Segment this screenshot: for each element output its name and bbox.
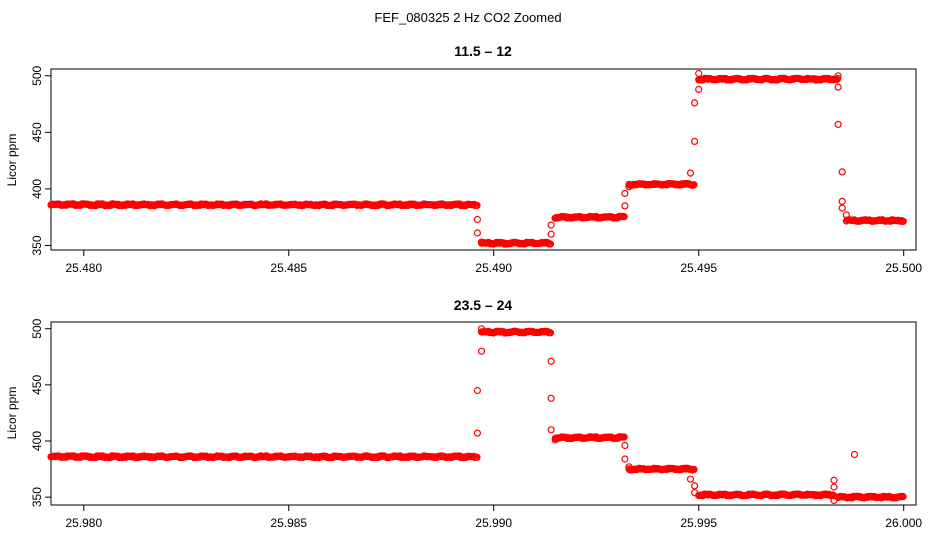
transition-point xyxy=(547,230,555,238)
transition-point xyxy=(834,120,842,129)
panel-2-ytick-label: 450 xyxy=(30,375,44,395)
panel-1-series xyxy=(47,69,907,248)
transition-point xyxy=(695,85,703,94)
panel-1-xtick-label: 25.480 xyxy=(65,261,102,275)
panel-1-xtick-label: 25.485 xyxy=(270,261,307,275)
panel-2-y-axis: 350 400 450 500 xyxy=(30,318,51,507)
panel-1-ytick-label: 450 xyxy=(30,122,44,142)
transition-point xyxy=(477,347,486,355)
transition-point xyxy=(473,215,481,224)
panel-1: 11.5 – 12 Licor ppm 25.480 25.485 25.490 25… xyxy=(5,43,922,275)
panel-2-xtick-label: 25.985 xyxy=(270,516,307,530)
transition-point xyxy=(473,386,481,395)
transition-point xyxy=(621,202,629,210)
panel-2-ytick-label: 400 xyxy=(30,431,44,451)
transition-point xyxy=(690,482,699,490)
panel-2: 23.5 – 24 Licor ppm 25.980 25.985 25.990 25… xyxy=(5,297,922,530)
panel-1-xtick-label: 25.500 xyxy=(885,261,922,275)
panel-2-plot-frame xyxy=(50,321,917,506)
transition-point xyxy=(625,183,633,191)
panel-1-ytick-label: 350 xyxy=(30,235,44,255)
panel-1-xtick-label: 25.490 xyxy=(475,261,512,275)
transition-point xyxy=(551,214,559,222)
transition-point xyxy=(838,197,846,205)
transition-point xyxy=(547,394,555,402)
data-point xyxy=(620,433,628,441)
transition-point xyxy=(830,483,838,491)
panel-2-x-axis: 25.980 25.985 25.990 25.995 26.000 xyxy=(65,505,922,530)
transition-point xyxy=(690,489,699,497)
panel-1-ytick-label: 500 xyxy=(30,65,44,85)
transition-point xyxy=(625,463,633,471)
panel-1-xtick-label: 25.495 xyxy=(680,261,717,275)
panel-2-xtick-label: 25.980 xyxy=(65,516,102,530)
panel-1-ylabel: Licor ppm xyxy=(5,134,19,187)
transition-point xyxy=(838,204,846,212)
panel-1-ytick-label: 400 xyxy=(30,179,44,199)
transition-point xyxy=(695,69,703,78)
panel-2-series xyxy=(47,325,907,505)
transition-point xyxy=(473,229,481,237)
transition-point xyxy=(621,455,629,463)
transition-point xyxy=(547,426,555,434)
panel-2-xtick-label: 25.995 xyxy=(680,516,717,530)
transition-point xyxy=(477,238,486,246)
figure-suptitle: FEF_080325 2 Hz CO2 Zoomed xyxy=(374,10,561,25)
data-point xyxy=(833,75,841,84)
transition-point xyxy=(830,496,838,505)
panel-1-y-axis: 350 400 450 500 xyxy=(30,65,51,255)
transition-point xyxy=(551,436,559,444)
transition-point xyxy=(686,475,695,483)
data-point xyxy=(690,181,698,189)
data-point xyxy=(546,329,555,337)
data-point xyxy=(899,217,907,225)
transition-point xyxy=(473,429,481,437)
transition-point xyxy=(547,357,555,365)
data-point xyxy=(473,201,481,209)
transition-point xyxy=(838,168,846,176)
data-point xyxy=(620,213,628,221)
transition-point xyxy=(477,325,486,333)
panel-2-xtick-label: 26.000 xyxy=(885,516,922,530)
transition-point xyxy=(690,137,699,145)
data-point xyxy=(473,453,481,461)
data-point xyxy=(834,74,842,83)
panel-2-ytick-label: 350 xyxy=(30,487,44,507)
panel-2-ylabel: Licor ppm xyxy=(5,387,19,440)
transition-point xyxy=(621,441,629,450)
panel-2-xtick-label: 25.990 xyxy=(475,516,512,530)
data-point xyxy=(690,465,698,473)
transition-point xyxy=(834,72,842,80)
panel-2-ytick-label: 500 xyxy=(30,318,44,338)
transition-point xyxy=(621,189,629,197)
panel-1-title: 11.5 – 12 xyxy=(454,43,512,59)
transition-point xyxy=(686,169,695,177)
data-point xyxy=(899,493,907,501)
transition-point xyxy=(842,211,850,219)
transition-point xyxy=(830,476,838,484)
transition-point xyxy=(850,450,859,459)
transition-point xyxy=(690,99,699,107)
panel-2-title: 23.5 – 24 xyxy=(454,297,513,313)
transition-point xyxy=(547,221,555,229)
panel-1-plot-frame xyxy=(50,68,917,251)
panel-1-x-axis: 25.480 25.485 25.490 25.495 25.500 xyxy=(65,250,922,275)
data-point xyxy=(546,240,555,248)
transition-point xyxy=(834,83,842,91)
